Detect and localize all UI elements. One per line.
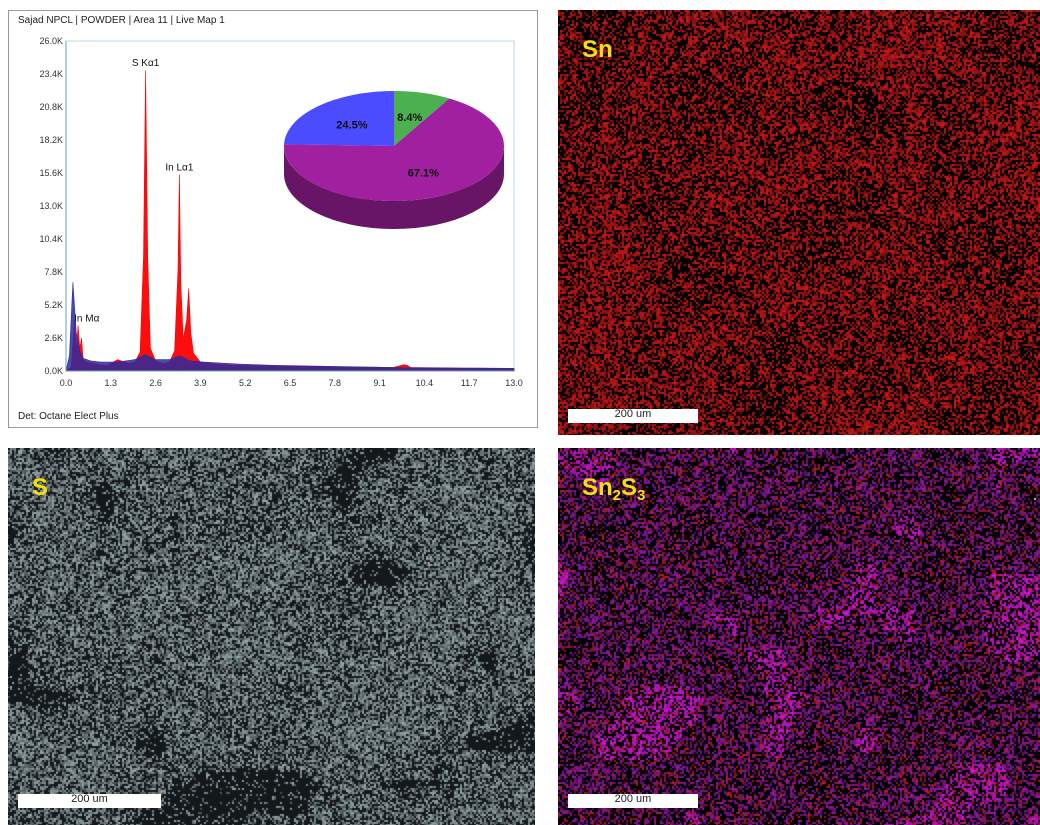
sn-scale-bar-label: 200 um [614,408,652,420]
sn-map-image [558,10,1040,435]
y-tick-label: 18.2K [39,135,63,145]
detector-label: Det: Octane Elect Plus [18,411,119,422]
spectrum-series-2 [65,282,515,372]
x-tick-label: 1.3 [105,378,118,388]
eds-spectrum-chart: 0.0K 2.6K 5.2K 7.8K 10.4K 13.0K 15.6K 18.2K 20.8… [39,36,523,388]
pie-slice [394,91,450,146]
y-tick-label: 10.4K [39,234,63,244]
pie-slice-label: 8.4% [397,112,422,124]
x-tick-label: 6.5 [284,378,297,388]
peak-label: In Lα1 [165,162,193,173]
sn2s3-scale-bar-label: 200 um [614,793,652,805]
y-tick-label: 15.6K [39,168,63,178]
y-tick-label: 5.2K [44,300,63,310]
sn-map-label: Sn [582,36,613,63]
x-tick-label: 7.8 [329,378,342,388]
peak-label: In Mα [74,313,99,324]
sn-elemental-map: Sn 200 um [558,10,1040,435]
s-scale-bar-label: 200 um [71,793,108,805]
sn-scale-bar: 200 um [568,408,698,423]
s-elemental-map: S 200 um [8,448,535,825]
sn2s3-scale-bar: 200 um [568,793,698,808]
sn2s3-overlay-map: Sn2S3 200 um [558,448,1040,825]
y-tick-label: 20.8K [39,102,63,112]
s-scale-bar: 200 um [18,793,161,808]
sn2s3-map-image [558,448,1040,825]
x-tick-label: 3.9 [194,378,207,388]
s-map-label: S [32,474,49,501]
eds-spectrum-panel: Sajad NPCL | POWDER | Area 11 | Live Map… [8,10,538,428]
sn2s3-map-label: Sn2S3 [582,474,646,504]
y-tick-label: 0.0K [44,366,63,376]
spectrum-title: Sajad NPCL | POWDER | Area 11 | Live Map… [18,15,225,26]
x-tick-label: 10.4 [416,378,434,388]
x-tick-label: 5.2 [239,378,252,388]
x-tick-label: 2.6 [149,378,162,388]
x-tick-label: 13.0 [505,378,523,388]
s-map-image [8,448,535,825]
pie-slice-label: 67.1% [408,167,439,179]
x-tick-label: 0.0 [60,378,73,388]
x-tick-label: 9.1 [373,378,386,388]
pie-slice-side [284,146,504,229]
y-tick-label: 23.4K [39,69,63,79]
y-tick-label: 7.8K [44,267,63,277]
y-tick-label: 13.0K [39,201,63,211]
peak-label: S Kα1 [132,58,160,69]
pie-slice [284,98,504,202]
y-tick-label: 26.0K [39,36,63,46]
x-tick-label: 11.7 [461,378,478,388]
pie-slice [284,91,394,146]
y-tick-label: 2.6K [44,333,63,343]
pie-slice-label: 24.5% [336,119,367,131]
